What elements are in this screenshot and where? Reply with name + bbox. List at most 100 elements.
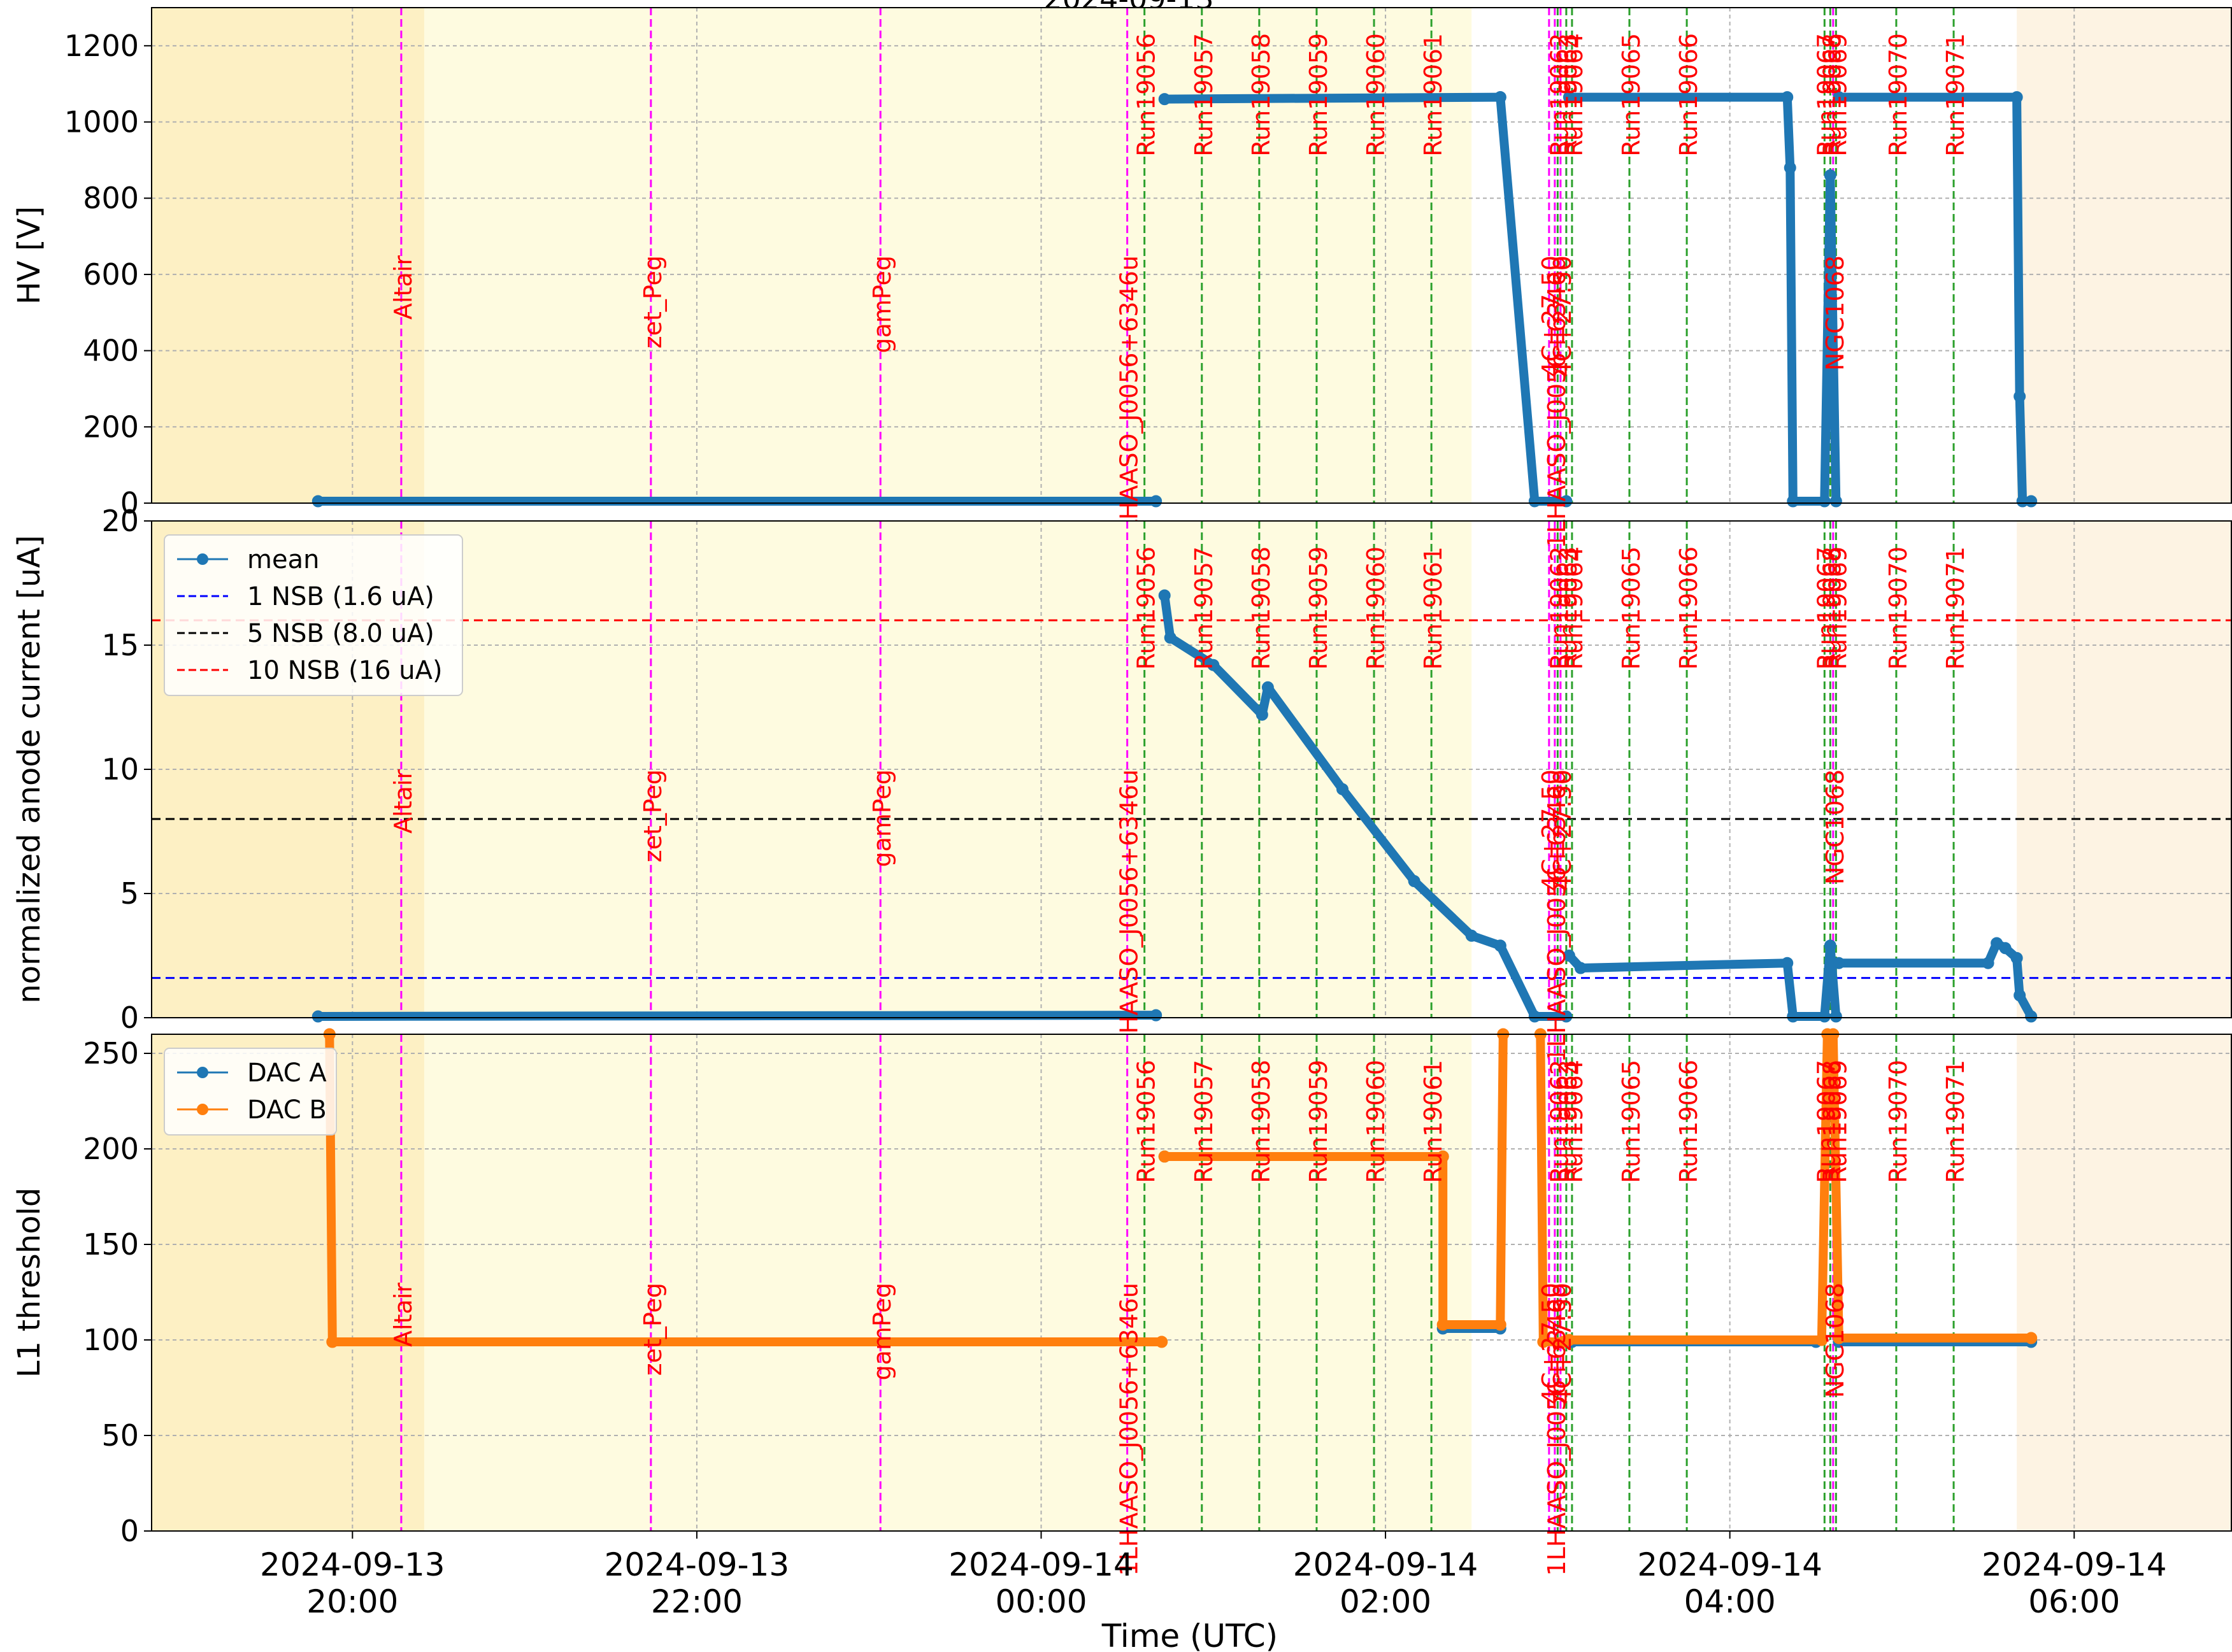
run-label: Run19069 [1824,546,1852,670]
y-tick-label: 800 [83,181,139,215]
run-label: Run19063 [1554,1060,1582,1183]
series-mean [1564,92,1841,506]
data-point [1261,681,1274,694]
legend-label: DAC B [247,1095,327,1125]
run-label: Run19064 [1560,1060,1588,1183]
source-label: Altair [389,769,417,834]
data-point [2025,1010,2038,1023]
legend-label: 10 NSB (16 uA) [247,656,443,685]
data-point [1833,957,1845,969]
x-tick-label-date: 2024-09-14 [1982,1546,2167,1583]
y-axis-label: L1 threshold [11,1188,47,1378]
run-label: Run19063 [1554,33,1582,157]
source-label: 1LHAASO_J0056+6346u [1115,255,1143,549]
run-label: Run19057 [1190,33,1218,157]
run-label: Run19071 [1942,1060,1970,1183]
y-tick-label: 200 [83,1132,139,1166]
run-label: Run19066 [1675,1060,1703,1183]
source-label: Altair [389,1283,417,1347]
run-label: Run19057 [1190,1060,1218,1183]
source-label: gamPeg [868,255,896,353]
legend-label: 5 NSB (8.0 uA) [247,619,434,648]
source-label: 4C+27.50 [1549,1283,1577,1404]
run-label: Run19060 [1362,1060,1390,1183]
series-mean [1564,941,1841,1021]
data-point [1824,169,1836,182]
series-mean [1834,939,2036,1021]
data-point [1781,957,1794,969]
data-point [1150,495,1162,508]
source-label: 4C+27.50 [1537,255,1565,377]
x-tick-label-time: 00:00 [995,1583,1087,1620]
data-point [1833,91,1845,104]
source-label: zet_Peg [639,1283,667,1376]
y-tick-label: 100 [83,1323,139,1357]
source-label: gamPeg [868,769,896,867]
run-label: Run19060 [1362,33,1390,157]
y-tick-label: 20 [101,504,139,538]
x-tick-label-date: 2024-09-14 [1637,1546,1822,1583]
x-tick-label-date: 2024-09-13 [604,1546,790,1583]
data-point [1158,1150,1171,1163]
run-label: Run19070 [1884,546,1912,670]
source-label: Altair [389,255,417,320]
data-point [1563,950,1575,962]
run-label: Run19059 [1305,546,1333,670]
panel-frame [151,7,2232,504]
data-point [1150,1009,1162,1022]
run-label: Run19061 [1419,546,1447,670]
source-label: NGC1068 [1821,255,1849,371]
y-tick-label: 50 [101,1418,139,1453]
run-label: Run19057 [1190,546,1218,670]
data-point [1784,161,1796,174]
data-point [1833,1332,1845,1344]
data-point [2014,989,2026,1002]
run-label: Run19064 [1560,546,1588,670]
data-point [326,1335,339,1348]
x-tick-label-time: 02:00 [1340,1583,1431,1620]
data-point [1537,1335,1550,1348]
y-tick-label: 250 [83,1036,139,1071]
run-label: Run19056 [1133,546,1161,670]
run-label: Run19064 [1560,33,1588,157]
legend-label: mean [247,545,319,574]
data-point [1436,1150,1449,1163]
data-point [1787,1010,1799,1023]
data-point [1155,1335,1168,1348]
legend-marker [197,1104,208,1115]
series-mean [1834,92,2036,506]
data-point [1574,962,1587,974]
run-label: Run19065 [1617,1060,1645,1183]
source-label: 1LHAASO_J0056+6346u [1543,255,1571,549]
data-point [1336,783,1349,795]
run-label: Run19070 [1884,1060,1912,1183]
run-label: Run19062 [1545,1060,1573,1183]
night-band [152,8,424,503]
series-mean [1160,92,1505,104]
y-tick-label: 400 [83,334,139,368]
run-label: Run19059 [1305,1060,1333,1183]
night-band [424,8,1472,503]
y-tick-label: 600 [83,257,139,292]
data-point [1781,91,1794,104]
data-point [1563,91,1575,104]
data-point [1207,659,1220,671]
run-label: Run19065 [1617,33,1645,157]
source-label: NGC1068 [1821,769,1849,885]
y-axis-label: normalized anode current [uA] [11,535,47,1004]
data-point [1815,1334,1828,1346]
data-point [1494,91,1506,104]
run-label: Run19060 [1362,546,1390,670]
x-tick-label-time: 04:00 [1684,1583,1776,1620]
data-point [1560,1010,1573,1023]
y-tick-label: 200 [83,409,139,444]
y-tick-label: 150 [83,1227,139,1262]
y-tick-label: 1200 [64,29,139,63]
legend: mean 1 NSB (1.6 uA) 5 NSB (8.0 uA) 10 NSB (… [164,534,463,696]
x-tick-label-date: 2024-09-13 [260,1546,445,1583]
source-label: 4C+27.50 [1549,255,1577,377]
run-label: Run19058 [1247,1060,1275,1183]
y-axis-label: HV [V] [11,206,47,304]
data-point [2025,495,2038,508]
data-point [1494,1318,1506,1331]
